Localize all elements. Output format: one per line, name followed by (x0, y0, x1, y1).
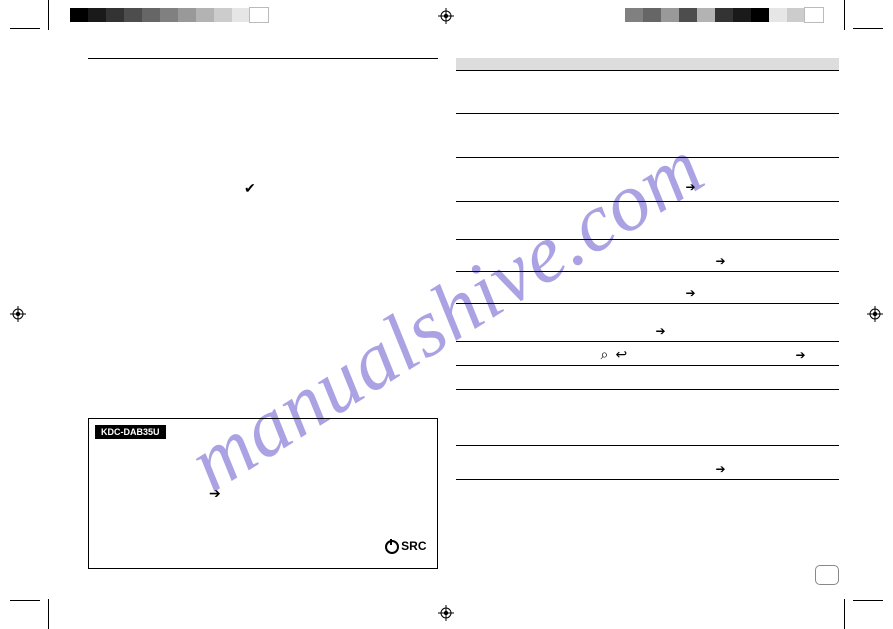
table-row: ➔ (456, 272, 840, 304)
page-number-box (815, 565, 839, 585)
gray-step-wedge-right (625, 8, 823, 22)
callout-box: KDC-DAB35U ➔ SRC (88, 418, 438, 569)
crop-mark (48, 0, 49, 30)
right-column: ➔ ➔ ➔ ➔ ↩ ⌕ ➔ ➔ (456, 40, 840, 589)
arrow-icon: ➔ (716, 254, 726, 268)
model-badge: KDC-DAB35U (95, 425, 166, 439)
glyph-icon: ⌕ (601, 346, 609, 363)
power-icon (385, 540, 399, 554)
registration-mark (438, 8, 454, 24)
table-row (456, 366, 840, 390)
table-row: ➔ (456, 446, 840, 480)
table-row: ➔ (456, 158, 840, 202)
page-body: manualshive.com ✔ KDC-DAB35U ➔ SRC ➔➔➔➔↩… (54, 40, 839, 589)
src-button-label: SRC (385, 539, 426, 554)
table-row (456, 202, 840, 240)
gray-step-wedge-left (70, 8, 268, 22)
crop-mark (48, 599, 49, 629)
registration-mark (867, 306, 883, 322)
table-row: ↩ ⌕ ➔ (456, 342, 840, 366)
glyph-icon: ↩ (616, 346, 628, 363)
crop-mark (844, 0, 845, 30)
arrow-icon: ➔ (686, 286, 696, 300)
crop-mark (844, 599, 845, 629)
arrow-icon: ➔ (209, 485, 221, 502)
table-row (456, 70, 840, 114)
table-row (456, 480, 840, 524)
column-rule (88, 58, 438, 59)
src-text: SRC (401, 539, 426, 553)
arrow-icon: ➔ (686, 180, 696, 194)
arrow-icon: ➔ (716, 462, 726, 476)
crop-mark (10, 600, 40, 601)
left-column: ✔ KDC-DAB35U ➔ SRC (54, 40, 438, 589)
registration-mark (438, 605, 454, 621)
arrow-icon: ➔ (796, 348, 806, 362)
table-row: ➔ (456, 304, 840, 342)
arrow-icon: ➔ (656, 324, 666, 338)
registration-mark (10, 306, 26, 322)
table-header-shade (456, 58, 840, 70)
crop-mark (853, 28, 883, 29)
crop-mark (10, 28, 40, 29)
table-row: ➔ (456, 240, 840, 272)
table-row (456, 114, 840, 158)
settings-table: ➔ ➔ ➔ ➔ ↩ ⌕ ➔ ➔ (456, 70, 840, 541)
table-row (456, 390, 840, 446)
crop-mark (853, 600, 883, 601)
check-icon: ✔ (244, 180, 256, 197)
